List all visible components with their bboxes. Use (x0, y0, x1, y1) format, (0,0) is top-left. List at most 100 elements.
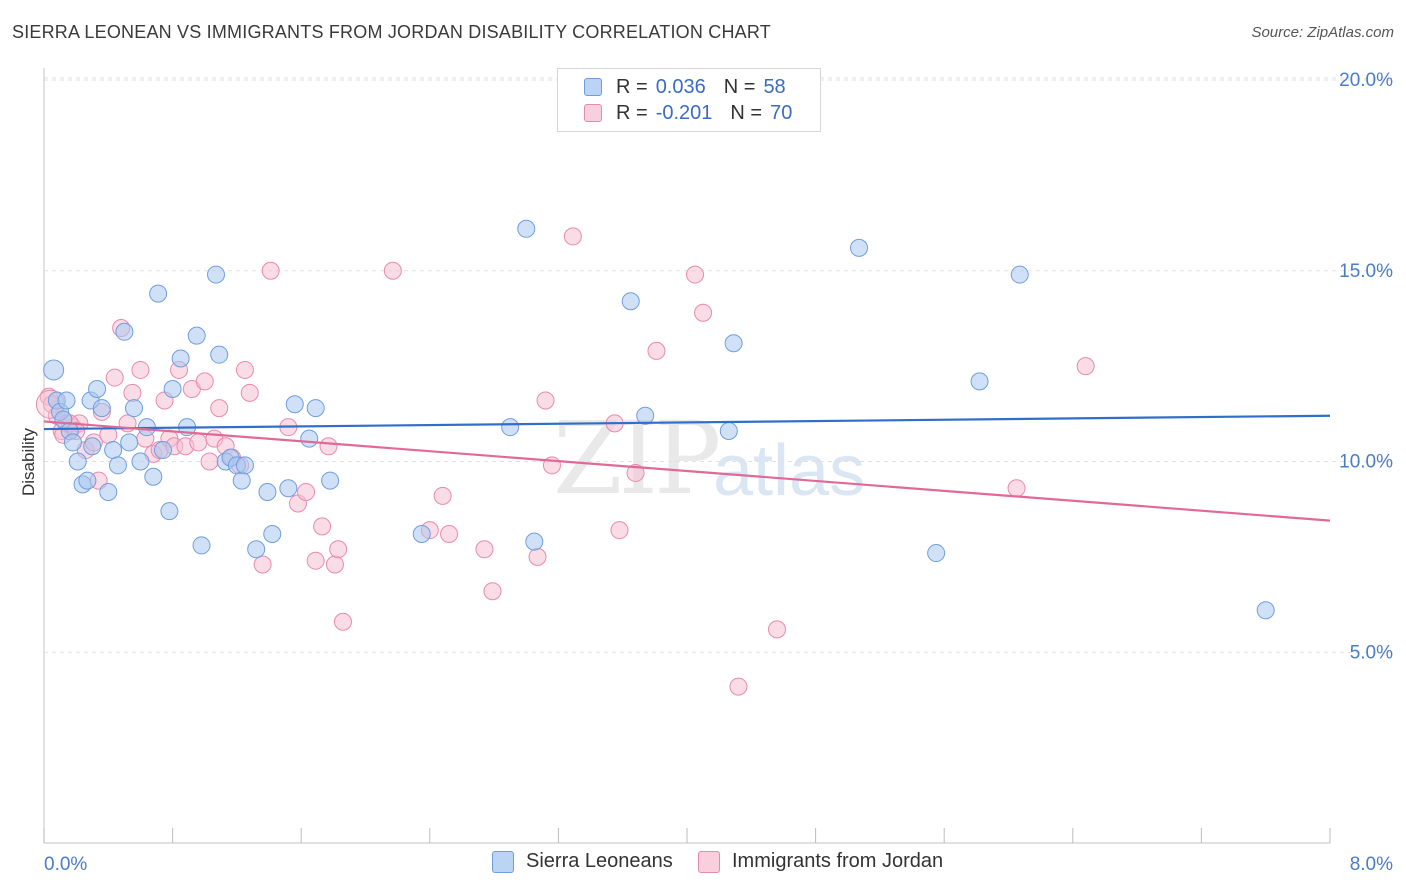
point-sierra-leoneans (636, 406, 655, 425)
correlation-legend: R = 0.036 N = 58 R = -0.201 N = 70 (557, 68, 821, 132)
y-tick-label: 15.0% (1339, 261, 1393, 282)
point-immigrants-from-jordan (626, 463, 645, 482)
point-immigrants-from-jordan (729, 677, 748, 696)
source-label: Source: ZipAtlas.com (1251, 24, 1394, 41)
legend-r-value: -0.201 (655, 101, 713, 124)
point-sierra-leoneans (149, 284, 168, 303)
point-sierra-leoneans (104, 441, 123, 460)
point-sierra-leoneans (57, 391, 76, 410)
legend-swatch-pink (698, 850, 720, 873)
point-immigrants-from-jordan (329, 540, 348, 559)
point-sierra-leoneans (99, 483, 118, 502)
point-immigrants-from-jordan (475, 540, 494, 559)
point-sierra-leoneans (144, 467, 163, 486)
y-tick-label: 5.0% (1350, 642, 1393, 663)
point-immigrants-from-jordan (440, 524, 459, 543)
point-immigrants-from-jordan (325, 555, 344, 574)
legend-n-label: N = (730, 101, 763, 124)
point-immigrants-from-jordan (195, 372, 214, 391)
point-immigrants-from-jordan (1076, 357, 1095, 376)
x-tick-label: 0.0% (44, 854, 87, 875)
point-sierra-leoneans (300, 429, 319, 448)
x-tick-label: 8.0% (1350, 854, 1393, 875)
trend-line-immigrants-from-jordan (43, 420, 1331, 522)
point-sierra-leoneans (247, 540, 266, 559)
point-immigrants-from-jordan (1007, 479, 1026, 498)
point-sierra-leoneans (850, 238, 869, 257)
legend-label-sierra-leoneans: Sierra Leoneans (526, 850, 673, 872)
point-sierra-leoneans (171, 349, 190, 368)
point-sierra-leoneans (92, 399, 111, 418)
legend-swatch-pink (584, 104, 602, 122)
legend-row-sierra-leoneans: R = 0.036 N = 58 (584, 75, 786, 99)
point-sierra-leoneans (115, 322, 134, 341)
point-sierra-leoneans (724, 334, 743, 353)
legend-row-immigrants-from-jordan: R = -0.201 N = 70 (584, 101, 792, 125)
legend-r-label: R = (616, 101, 648, 124)
point-sierra-leoneans (68, 452, 87, 471)
point-sierra-leoneans (63, 433, 82, 452)
legend-n-label: N = (723, 75, 756, 98)
series-legend: Sierra Leoneans Immigrants from Jordan (0, 850, 1406, 880)
point-immigrants-from-jordan (123, 383, 142, 402)
trend-line-sierra-leoneans (43, 414, 1331, 431)
chart-title: SIERRA LEONEAN VS IMMIGRANTS FROM JORDAN… (12, 22, 771, 42)
point-sierra-leoneans (108, 456, 127, 475)
point-sierra-leoneans (131, 452, 150, 471)
point-immigrants-from-jordan (210, 399, 229, 418)
point-immigrants-from-jordan (319, 437, 338, 456)
point-immigrants-from-jordan (383, 261, 402, 280)
trend-layer (43, 414, 1331, 522)
legend-swatch-blue (584, 78, 602, 96)
point-sierra-leoneans (235, 456, 254, 475)
point-sierra-leoneans (621, 292, 640, 311)
point-sierra-leoneans (153, 441, 172, 460)
legend-n-value: 58 (763, 75, 786, 98)
point-sierra-leoneans (525, 532, 544, 551)
point-sierra-leoneans (83, 437, 102, 456)
point-sierra-leoneans (207, 265, 226, 284)
y-tick-label: 20.0% (1339, 70, 1393, 91)
point-sierra-leoneans (88, 380, 107, 399)
point-sierra-leoneans (321, 471, 340, 490)
legend-swatch-blue (492, 850, 514, 873)
point-immigrants-from-jordan (240, 383, 259, 402)
point-sierra-leoneans (970, 372, 989, 391)
point-immigrants-from-jordan (528, 547, 547, 566)
point-sierra-leoneans (279, 479, 298, 498)
point-immigrants-from-jordan (610, 521, 629, 540)
point-sierra-leoneans (192, 536, 211, 555)
point-immigrants-from-jordan (253, 555, 272, 574)
point-sierra-leoneans (306, 399, 325, 418)
point-sierra-leoneans (1256, 601, 1275, 620)
point-immigrants-from-jordan (297, 483, 316, 502)
point-immigrants-from-jordan (686, 265, 705, 284)
point-sierra-leoneans (125, 399, 144, 418)
label-layer: 5.0% 10.0% 15.0% 20.0% 0.0% 8.0% Disability (19, 70, 1393, 875)
y-tick-label: 10.0% (1339, 452, 1393, 473)
point-sierra-leoneans (1010, 265, 1029, 284)
point-sierra-leoneans (285, 395, 304, 414)
point-sierra-leoneans (163, 380, 182, 399)
y-axis-label: Disability (19, 427, 38, 496)
point-sierra-leoneans (719, 421, 738, 440)
axis-layer (43, 68, 1331, 844)
point-immigrants-from-jordan (235, 360, 254, 379)
point-sierra-leoneans (160, 502, 179, 521)
point-sierra-leoneans (43, 359, 65, 381)
point-sierra-leoneans (517, 219, 536, 238)
legend-n-value: 70 (770, 101, 793, 124)
series-sierra-leoneans (43, 219, 1275, 620)
point-sierra-leoneans (927, 544, 946, 563)
point-immigrants-from-jordan (105, 368, 124, 387)
point-sierra-leoneans (78, 471, 97, 490)
point-sierra-leoneans (232, 471, 251, 490)
point-sierra-leoneans (412, 524, 431, 543)
legend-r-label: R = (616, 75, 648, 98)
legend-r-value: 0.036 (655, 75, 706, 98)
point-immigrants-from-jordan (647, 341, 666, 360)
point-immigrants-from-jordan (131, 360, 150, 379)
point-immigrants-from-jordan (313, 517, 332, 536)
point-sierra-leoneans (263, 524, 282, 543)
